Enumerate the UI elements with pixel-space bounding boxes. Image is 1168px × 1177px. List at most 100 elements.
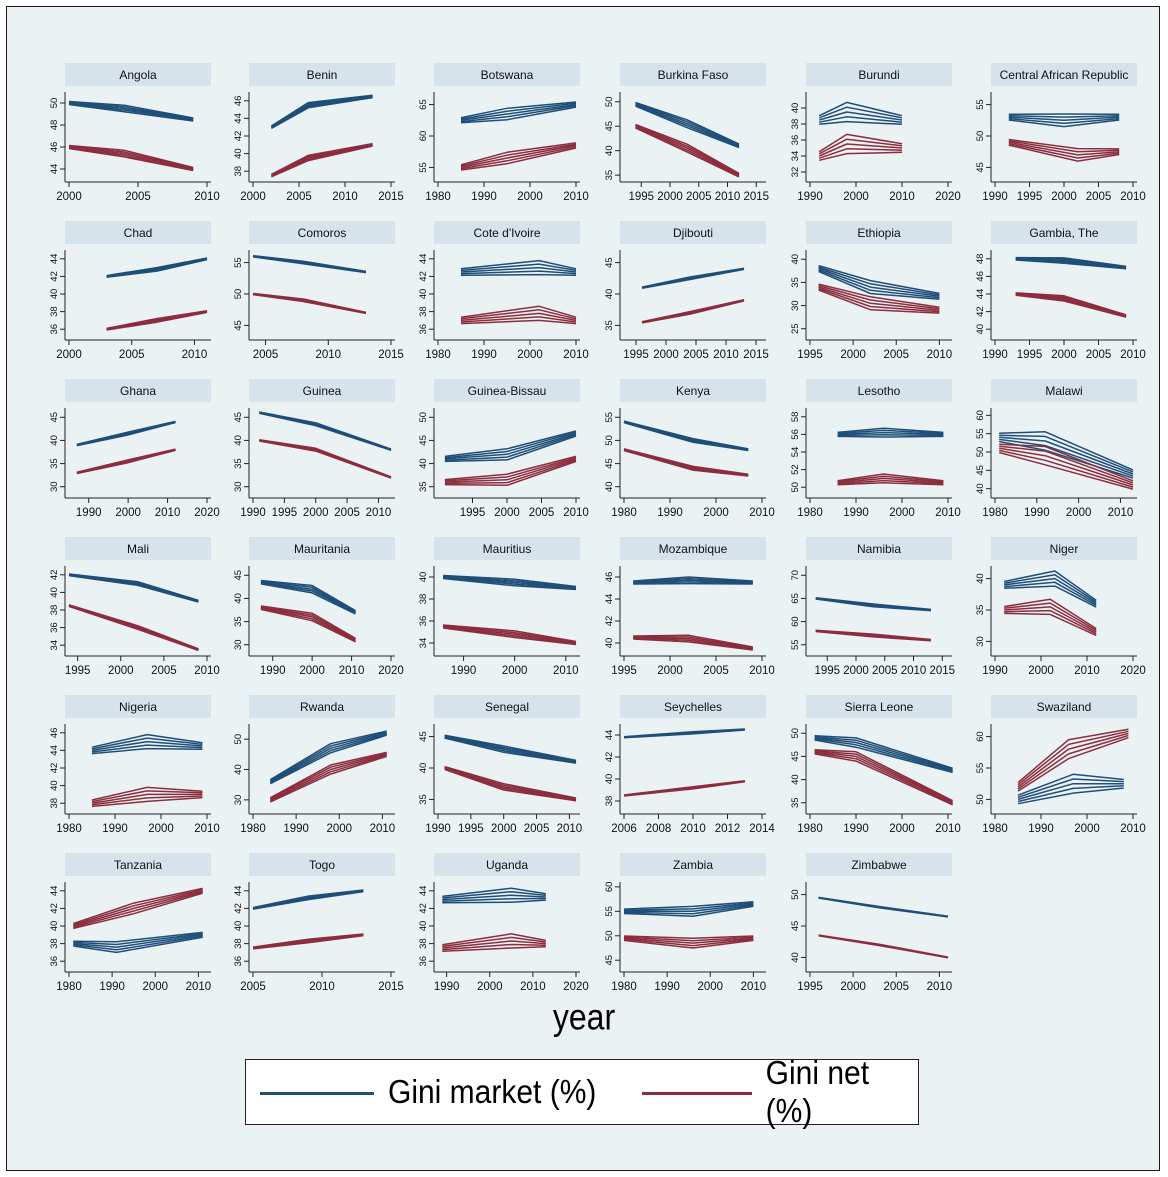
series-line-market bbox=[460, 273, 577, 276]
series-line-market bbox=[269, 731, 387, 782]
x-tick-label: 2000 bbox=[1051, 349, 1077, 361]
series-line-market bbox=[837, 434, 944, 437]
y-tick-label: 36 bbox=[418, 956, 429, 967]
y-tick-label: 35 bbox=[233, 458, 244, 469]
series-line-market bbox=[460, 105, 577, 123]
series-line-net bbox=[444, 460, 577, 487]
panel-title: Niger bbox=[1050, 542, 1079, 556]
x-tick-label: 2010 bbox=[1120, 349, 1146, 361]
y-tick-label: 40 bbox=[604, 145, 615, 156]
series-line-net bbox=[633, 637, 753, 650]
panel-title: Guinea-Bissau bbox=[468, 384, 547, 398]
x-tick-label: 1990 bbox=[102, 823, 128, 835]
x-tick-label: 1980 bbox=[797, 507, 823, 519]
x-tick-label: 2010 bbox=[680, 823, 706, 835]
series-line-net bbox=[91, 786, 203, 801]
y-tick-label: 35 bbox=[975, 605, 986, 616]
x-tick-label: 1980 bbox=[797, 823, 823, 835]
x-tick-label: 2000 bbox=[657, 191, 683, 203]
panel-burundi: Burundi 1990 2000 2010 2020 32 34 36 38 40 bbox=[790, 63, 961, 203]
series-line-market bbox=[1017, 785, 1124, 803]
series-line-market bbox=[837, 435, 944, 438]
panel-comoros: Comoros 2005 2010 2015 45 50 55 bbox=[233, 221, 404, 361]
x-tick-label: 2000 bbox=[494, 507, 520, 519]
y-tick-label: 48 bbox=[975, 254, 986, 265]
x-tick-label: 1995 bbox=[797, 349, 823, 361]
x-tick-label: 2000 bbox=[653, 349, 679, 361]
series-line-net bbox=[106, 310, 208, 330]
series-line-net bbox=[444, 767, 577, 801]
series-line-net bbox=[260, 607, 356, 642]
x-tick-label: 2010 bbox=[339, 665, 365, 677]
y-tick-label: 60 bbox=[790, 616, 801, 627]
series-line-net bbox=[819, 151, 903, 162]
series-line-net bbox=[999, 449, 1134, 488]
y-tick-label: 40 bbox=[604, 638, 615, 649]
y-tick-label: 40 bbox=[418, 763, 429, 774]
y-tick-label: 36 bbox=[233, 956, 244, 967]
panel-strip bbox=[806, 853, 952, 876]
series-line-net bbox=[91, 793, 203, 804]
x-tick-label: 2006 bbox=[611, 823, 637, 835]
series-line-market bbox=[623, 904, 754, 915]
x-tick-label: 2005 bbox=[524, 823, 550, 835]
y-tick-label: 44 bbox=[418, 254, 429, 265]
series-line-net bbox=[623, 937, 754, 944]
y-tick-label: 50 bbox=[604, 930, 615, 941]
series-line-net bbox=[635, 126, 740, 177]
x-tick-label: 2000 bbox=[1028, 665, 1054, 677]
x-tick-label: 2010 bbox=[1120, 191, 1146, 203]
y-tick-label: 38 bbox=[418, 938, 429, 949]
x-tick-label: 2000 bbox=[843, 665, 869, 677]
series-line-net bbox=[73, 888, 203, 926]
series-line-market bbox=[623, 901, 754, 910]
y-tick-label: 45 bbox=[418, 731, 429, 742]
x-tick-label: 2010 bbox=[889, 191, 915, 203]
series-line-market bbox=[91, 744, 203, 753]
y-tick-label: 36 bbox=[49, 324, 60, 335]
y-tick-label: 48 bbox=[49, 120, 60, 131]
series-line-net bbox=[271, 144, 373, 177]
x-tick-label: 2005 bbox=[529, 507, 555, 519]
x-tick-label: 2010 bbox=[749, 507, 775, 519]
series-line-market bbox=[1017, 778, 1124, 799]
series-line-net bbox=[818, 138, 903, 155]
series-line-net bbox=[443, 625, 577, 644]
x-tick-label: 2000 bbox=[303, 507, 329, 519]
y-tick-label: 50 bbox=[49, 98, 60, 109]
y-tick-label: 35 bbox=[790, 797, 801, 808]
series-line-market bbox=[252, 254, 367, 273]
x-tick-label: 1980 bbox=[982, 823, 1008, 835]
series-line-net bbox=[252, 933, 364, 948]
series-line-net bbox=[814, 751, 953, 804]
series-line-market bbox=[623, 728, 745, 738]
series-line-net bbox=[1004, 606, 1097, 633]
series-line-net bbox=[818, 283, 940, 309]
series-line-net bbox=[999, 443, 1134, 482]
series-line-market bbox=[259, 411, 392, 450]
series-line-market bbox=[818, 270, 940, 300]
panel-strip bbox=[249, 695, 395, 718]
series-line-net bbox=[260, 606, 356, 640]
x-tick-label: 2005 bbox=[151, 665, 177, 677]
series-line-market bbox=[818, 267, 940, 298]
series-line-market bbox=[443, 576, 577, 590]
panel-title: Angola bbox=[119, 68, 157, 82]
series-line-net bbox=[837, 477, 944, 484]
series-line-market bbox=[1004, 581, 1097, 607]
y-tick-label: 40 bbox=[49, 289, 60, 300]
x-tick-label: 2000 bbox=[56, 191, 82, 203]
series-line-market bbox=[1015, 258, 1127, 269]
x-tick-label: 2010 bbox=[563, 349, 589, 361]
series-line-net bbox=[73, 890, 203, 927]
series-line-net bbox=[460, 309, 577, 320]
series-line-net bbox=[818, 286, 940, 311]
series-line-net bbox=[1017, 730, 1129, 786]
y-tick-label: 45 bbox=[975, 162, 986, 173]
x-tick-label: 2010 bbox=[370, 823, 396, 835]
x-tick-label: 1990 bbox=[260, 665, 286, 677]
series-line-market bbox=[814, 735, 953, 769]
series-line-market bbox=[460, 263, 577, 272]
x-tick-label: 2000 bbox=[148, 823, 174, 835]
panel-title: Ghana bbox=[120, 384, 156, 398]
